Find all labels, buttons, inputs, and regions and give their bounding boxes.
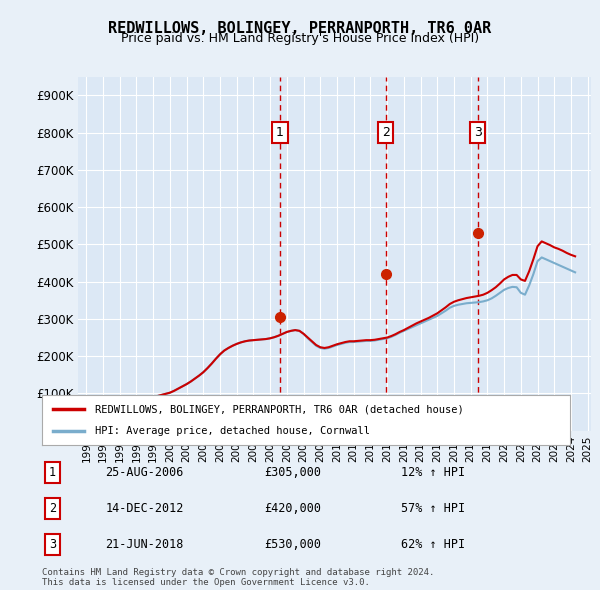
Text: 12% ↑ HPI: 12% ↑ HPI — [401, 466, 465, 479]
Text: 2: 2 — [382, 126, 390, 139]
Text: 1: 1 — [49, 466, 56, 479]
Text: REDWILLOWS, BOLINGEY, PERRANPORTH, TR6 0AR (detached house): REDWILLOWS, BOLINGEY, PERRANPORTH, TR6 0… — [95, 404, 464, 414]
Text: 14-DEC-2012: 14-DEC-2012 — [106, 502, 184, 515]
Text: 1: 1 — [276, 126, 284, 139]
Text: 2: 2 — [49, 502, 56, 515]
Text: 21-JUN-2018: 21-JUN-2018 — [106, 538, 184, 551]
Text: Contains HM Land Registry data © Crown copyright and database right 2024.
This d: Contains HM Land Registry data © Crown c… — [42, 568, 434, 587]
Text: £420,000: £420,000 — [264, 502, 321, 515]
Text: Price paid vs. HM Land Registry's House Price Index (HPI): Price paid vs. HM Land Registry's House … — [121, 32, 479, 45]
Text: REDWILLOWS, BOLINGEY, PERRANPORTH, TR6 0AR: REDWILLOWS, BOLINGEY, PERRANPORTH, TR6 0… — [109, 21, 491, 35]
Text: 3: 3 — [474, 126, 482, 139]
Text: HPI: Average price, detached house, Cornwall: HPI: Average price, detached house, Corn… — [95, 427, 370, 437]
Text: £530,000: £530,000 — [264, 538, 321, 551]
Text: £305,000: £305,000 — [264, 466, 321, 479]
Text: 3: 3 — [49, 538, 56, 551]
Text: 57% ↑ HPI: 57% ↑ HPI — [401, 502, 465, 515]
Text: 62% ↑ HPI: 62% ↑ HPI — [401, 538, 465, 551]
Text: 25-AUG-2006: 25-AUG-2006 — [106, 466, 184, 479]
